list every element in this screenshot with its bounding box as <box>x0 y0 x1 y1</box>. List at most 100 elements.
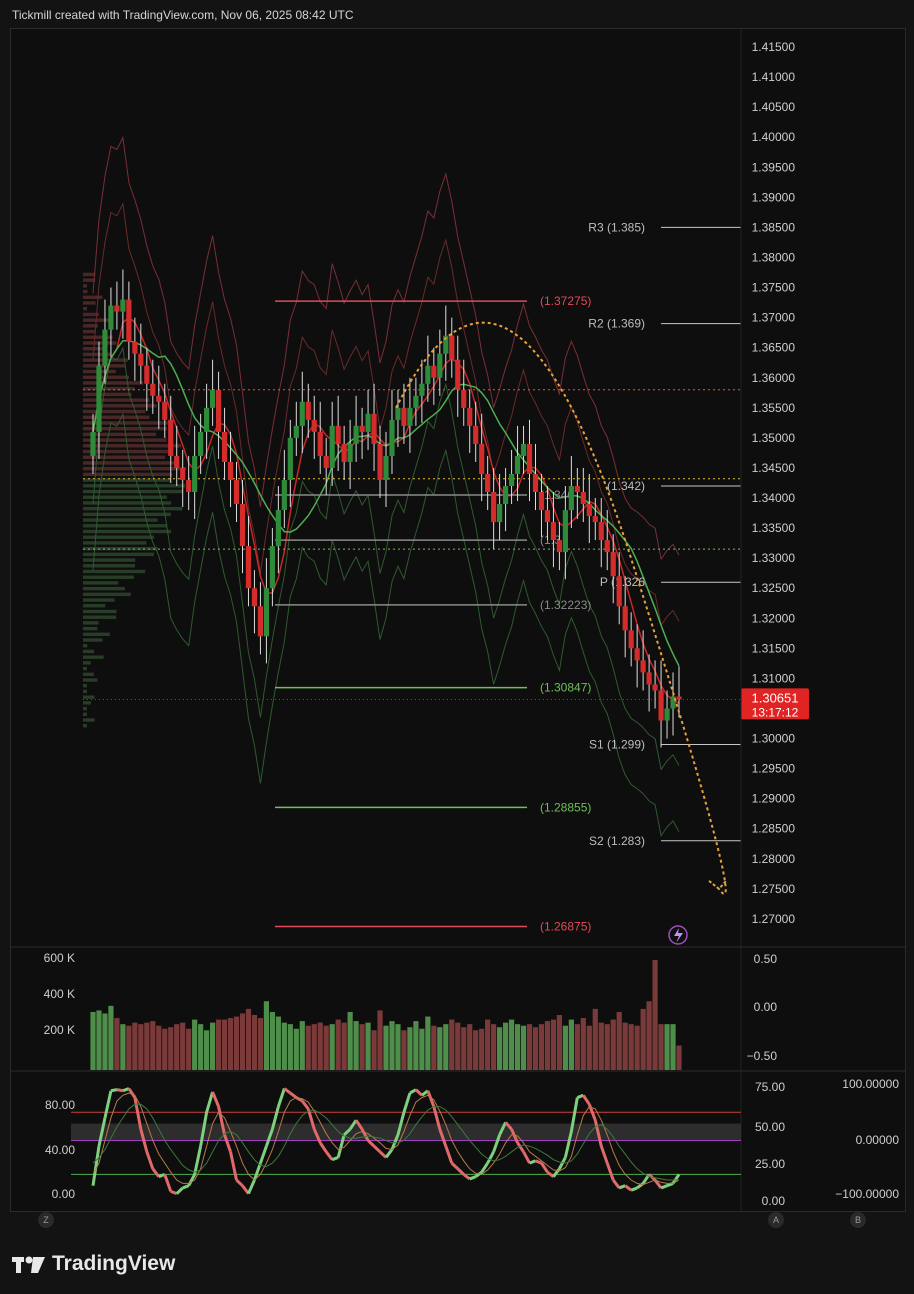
candle-body <box>251 588 258 607</box>
candle-body <box>311 419 317 432</box>
volume-profile-bar <box>83 524 167 528</box>
volume-profile-bar <box>83 569 146 574</box>
oscillator-main-line <box>235 1178 244 1187</box>
oscillator-far-right-label: 100.00000 <box>842 1077 899 1091</box>
candle-body <box>287 437 293 480</box>
fib-level-label: (1.37275) <box>540 294 591 308</box>
volume-bar <box>311 1024 317 1070</box>
volume-bar <box>221 1019 228 1070</box>
oscillator-main-line <box>116 1088 124 1093</box>
oscillator-main-line <box>283 1087 292 1095</box>
tradingview-logo[interactable]: TradingView <box>12 1252 175 1276</box>
chart-canvas[interactable]: 1.41500 1.41000 1.40500 1.40000 1.39500 1.390… <box>11 29 905 1228</box>
volume-profile-bar <box>83 501 172 505</box>
chart-frame[interactable]: 1.41500 1.41000 1.40500 1.40000 1.39500 1.390… <box>10 28 906 1228</box>
volume-bar <box>502 1022 509 1070</box>
pivot-label: R3 (1.385) <box>588 220 645 234</box>
oscillator-main-line <box>348 1119 358 1131</box>
candle-body <box>604 540 610 553</box>
candle-body <box>96 365 102 432</box>
oscillator-main-line <box>199 1111 209 1147</box>
oscillator-main-line <box>582 1094 591 1106</box>
auto-scale-button[interactable]: A <box>768 1212 784 1228</box>
volume-bar <box>275 1016 281 1070</box>
candle-body <box>102 329 108 366</box>
oscillator-main-line <box>498 1121 507 1136</box>
pivot-label: R2 (1.369) <box>588 317 645 331</box>
volume-bar <box>323 1025 329 1070</box>
candle-body <box>592 516 598 523</box>
lightning-bolt <box>674 928 683 943</box>
price-tag <box>741 688 809 720</box>
scale-b-button[interactable]: B <box>850 1212 866 1228</box>
volume-profile-bar <box>83 575 135 579</box>
volume-profile-bar <box>83 375 130 379</box>
volume-profile-bar <box>83 718 95 722</box>
volume-bar <box>144 1022 150 1070</box>
candle-body <box>628 630 634 649</box>
candle-body <box>616 576 622 607</box>
volume-profile-bar <box>83 335 113 339</box>
volume-bar <box>233 1016 240 1070</box>
volume-bar <box>592 1008 598 1070</box>
candle-body <box>192 455 198 493</box>
volume-bar <box>616 1011 622 1070</box>
oscillator-main-line <box>409 1088 417 1095</box>
oscillator-main-line <box>289 1091 298 1099</box>
candle-body <box>580 492 586 505</box>
oscillator-main-line <box>301 1100 310 1110</box>
fib-level-label: (1.30847) <box>540 681 591 695</box>
candle-body <box>108 305 114 330</box>
volume-profile-bar <box>83 295 103 299</box>
volume-bar <box>204 1030 210 1070</box>
candle-body <box>467 407 473 426</box>
price-axis-label: 1.40500 <box>752 100 796 114</box>
volume-profile-bar <box>83 615 117 619</box>
candle-body <box>485 473 491 493</box>
volume-bar <box>180 1022 186 1070</box>
volume-bar <box>198 1024 204 1070</box>
oscillator-main-line <box>253 1162 262 1181</box>
bollinger-band-line <box>92 135 680 561</box>
timezone-button[interactable]: Z <box>38 1212 54 1228</box>
volume-profile-bar <box>83 495 167 499</box>
volume-bar <box>239 1013 246 1070</box>
candle-body <box>299 401 305 426</box>
lightning-icon <box>668 925 688 945</box>
volume-axis-label: 200 K <box>44 1023 75 1037</box>
candle-body <box>221 431 228 462</box>
price-axis-label: 1.29500 <box>752 762 796 776</box>
candle-body <box>634 648 640 661</box>
volume-bar <box>281 1022 287 1070</box>
volume-profile-bar <box>83 626 98 631</box>
candle-body <box>347 443 353 462</box>
candle-body <box>156 395 162 402</box>
volume-profile-bar <box>83 586 125 591</box>
volume-bar <box>604 1024 610 1070</box>
volume-profile-bar <box>83 644 88 648</box>
volume-profile-bar <box>83 655 104 659</box>
candle-body <box>550 522 557 541</box>
price-axis-label: 1.28500 <box>752 822 796 836</box>
volume-bar <box>652 960 658 1070</box>
oscillator-far-right-label: 0.00000 <box>856 1133 900 1147</box>
candle-body <box>520 443 527 456</box>
oscillator-main-line <box>229 1151 238 1181</box>
candle-body <box>359 425 365 432</box>
candle-body <box>335 425 341 444</box>
oscillator-main-line <box>217 1106 227 1136</box>
volume-profile-bar <box>83 666 87 671</box>
volume-bar <box>227 1018 234 1070</box>
volume-bar <box>359 1024 365 1070</box>
volume-bar <box>508 1019 515 1070</box>
candle-body <box>544 510 551 523</box>
candle-body <box>532 473 539 493</box>
oscillator-main-line <box>492 1134 502 1153</box>
oscillator-main-line <box>127 1087 137 1099</box>
candle-body <box>305 401 311 420</box>
volume-bar <box>209 1022 216 1070</box>
candle-body <box>341 443 347 462</box>
volume-bar <box>413 1021 419 1070</box>
oscillator-axis-label: 80.00 <box>45 1098 75 1112</box>
price-axis-label: 1.30000 <box>752 732 796 746</box>
